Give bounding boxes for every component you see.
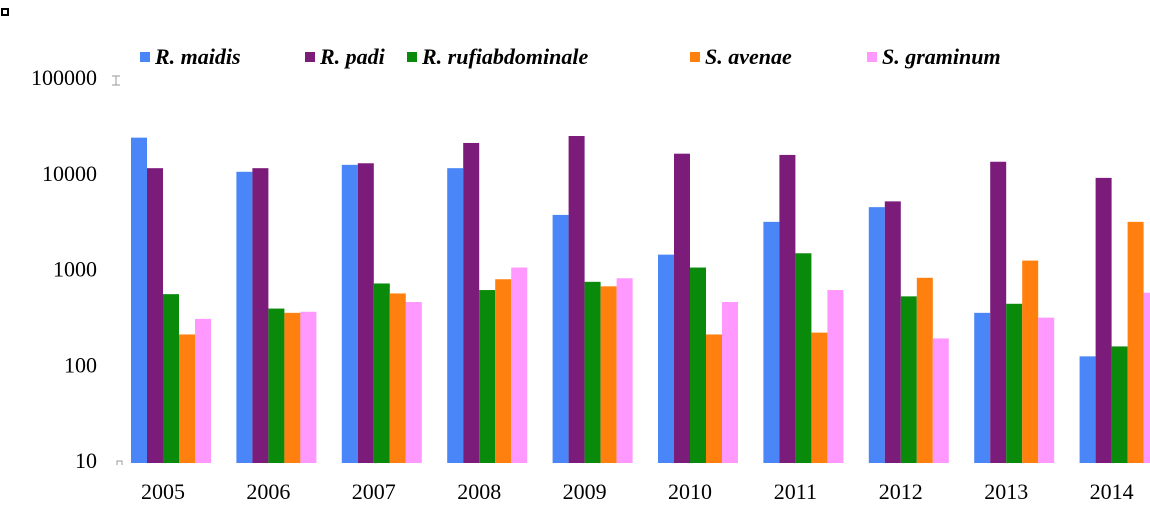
- x-tick-label: 2007: [352, 479, 396, 504]
- bar: [868, 207, 885, 463]
- legend-swatch: [140, 52, 150, 62]
- y-tick-label: 10000: [42, 161, 97, 186]
- bar: [252, 168, 269, 463]
- bar: [1111, 346, 1128, 463]
- bar: [990, 161, 1007, 463]
- legend-swatch: [407, 52, 417, 62]
- bar: [389, 293, 406, 463]
- bar: [179, 334, 195, 463]
- legend-swatch: [690, 52, 700, 62]
- bar: [1095, 177, 1112, 463]
- x-tick-label: 2013: [984, 479, 1028, 504]
- y-tick-label: 100000: [31, 65, 97, 90]
- legend-swatch: [305, 52, 315, 62]
- legend-label: R. maidis: [154, 44, 241, 69]
- x-tick-label: 2011: [774, 479, 817, 504]
- bar: [163, 294, 179, 463]
- bar: [674, 153, 690, 463]
- legend-label: R. rufiabdominale: [421, 44, 588, 69]
- bar: [357, 163, 374, 463]
- bar: [236, 171, 253, 463]
- bar: [511, 267, 528, 463]
- bar: [584, 281, 601, 463]
- bar: [795, 253, 812, 463]
- bar: [916, 277, 933, 463]
- y-tick-label: 1000: [53, 257, 97, 282]
- x-tick-label: 2006: [246, 479, 290, 504]
- bar: [600, 286, 617, 463]
- x-tick-label: 2008: [457, 479, 501, 504]
- bar: [373, 283, 390, 463]
- bar: [616, 278, 633, 463]
- bar: [463, 142, 480, 464]
- x-tick-label: 2005: [141, 479, 185, 504]
- legend-label: S. avenae: [705, 44, 792, 69]
- x-tick-label: 2009: [563, 479, 607, 504]
- legend-swatch: [867, 52, 877, 62]
- y-tick-label: 10: [75, 448, 97, 473]
- bar: [284, 312, 301, 463]
- bar: [1127, 221, 1144, 463]
- bar: [495, 279, 512, 463]
- x-tick-label: 2010: [668, 479, 712, 504]
- bar: [405, 302, 422, 463]
- bar: [147, 168, 163, 463]
- bar: [341, 164, 358, 464]
- legend-label: R. padi: [319, 44, 386, 69]
- bar: [195, 318, 211, 463]
- legend-label: S. graminum: [882, 44, 1001, 69]
- bar: [1006, 303, 1023, 463]
- bar: [1079, 356, 1096, 463]
- bar: [568, 136, 585, 463]
- bar: [447, 168, 464, 463]
- bar: [690, 267, 706, 463]
- bar: [763, 221, 780, 463]
- x-tick-label: 2014: [1090, 479, 1134, 504]
- x-tick-label: 2012: [879, 479, 923, 504]
- corner-marker: [1, 8, 9, 16]
- axis-marker: [116, 460, 123, 465]
- bar: [974, 312, 991, 463]
- axis-marker: [112, 75, 120, 86]
- bar: [779, 154, 796, 464]
- bar: [131, 137, 147, 463]
- bar: [811, 332, 828, 463]
- bar: [1022, 260, 1039, 463]
- y-tick-label: 100: [64, 352, 97, 377]
- bar: [827, 290, 844, 463]
- bar: [479, 290, 496, 463]
- bar: [932, 338, 949, 463]
- bar: [552, 214, 569, 463]
- bar: [706, 334, 722, 463]
- bar: [1143, 292, 1150, 463]
- bar: [658, 254, 674, 463]
- bar: [722, 302, 738, 463]
- bar: [300, 311, 317, 463]
- bar: [1038, 317, 1055, 463]
- bar: [268, 308, 285, 463]
- bar: [900, 296, 917, 463]
- bar: [884, 201, 901, 463]
